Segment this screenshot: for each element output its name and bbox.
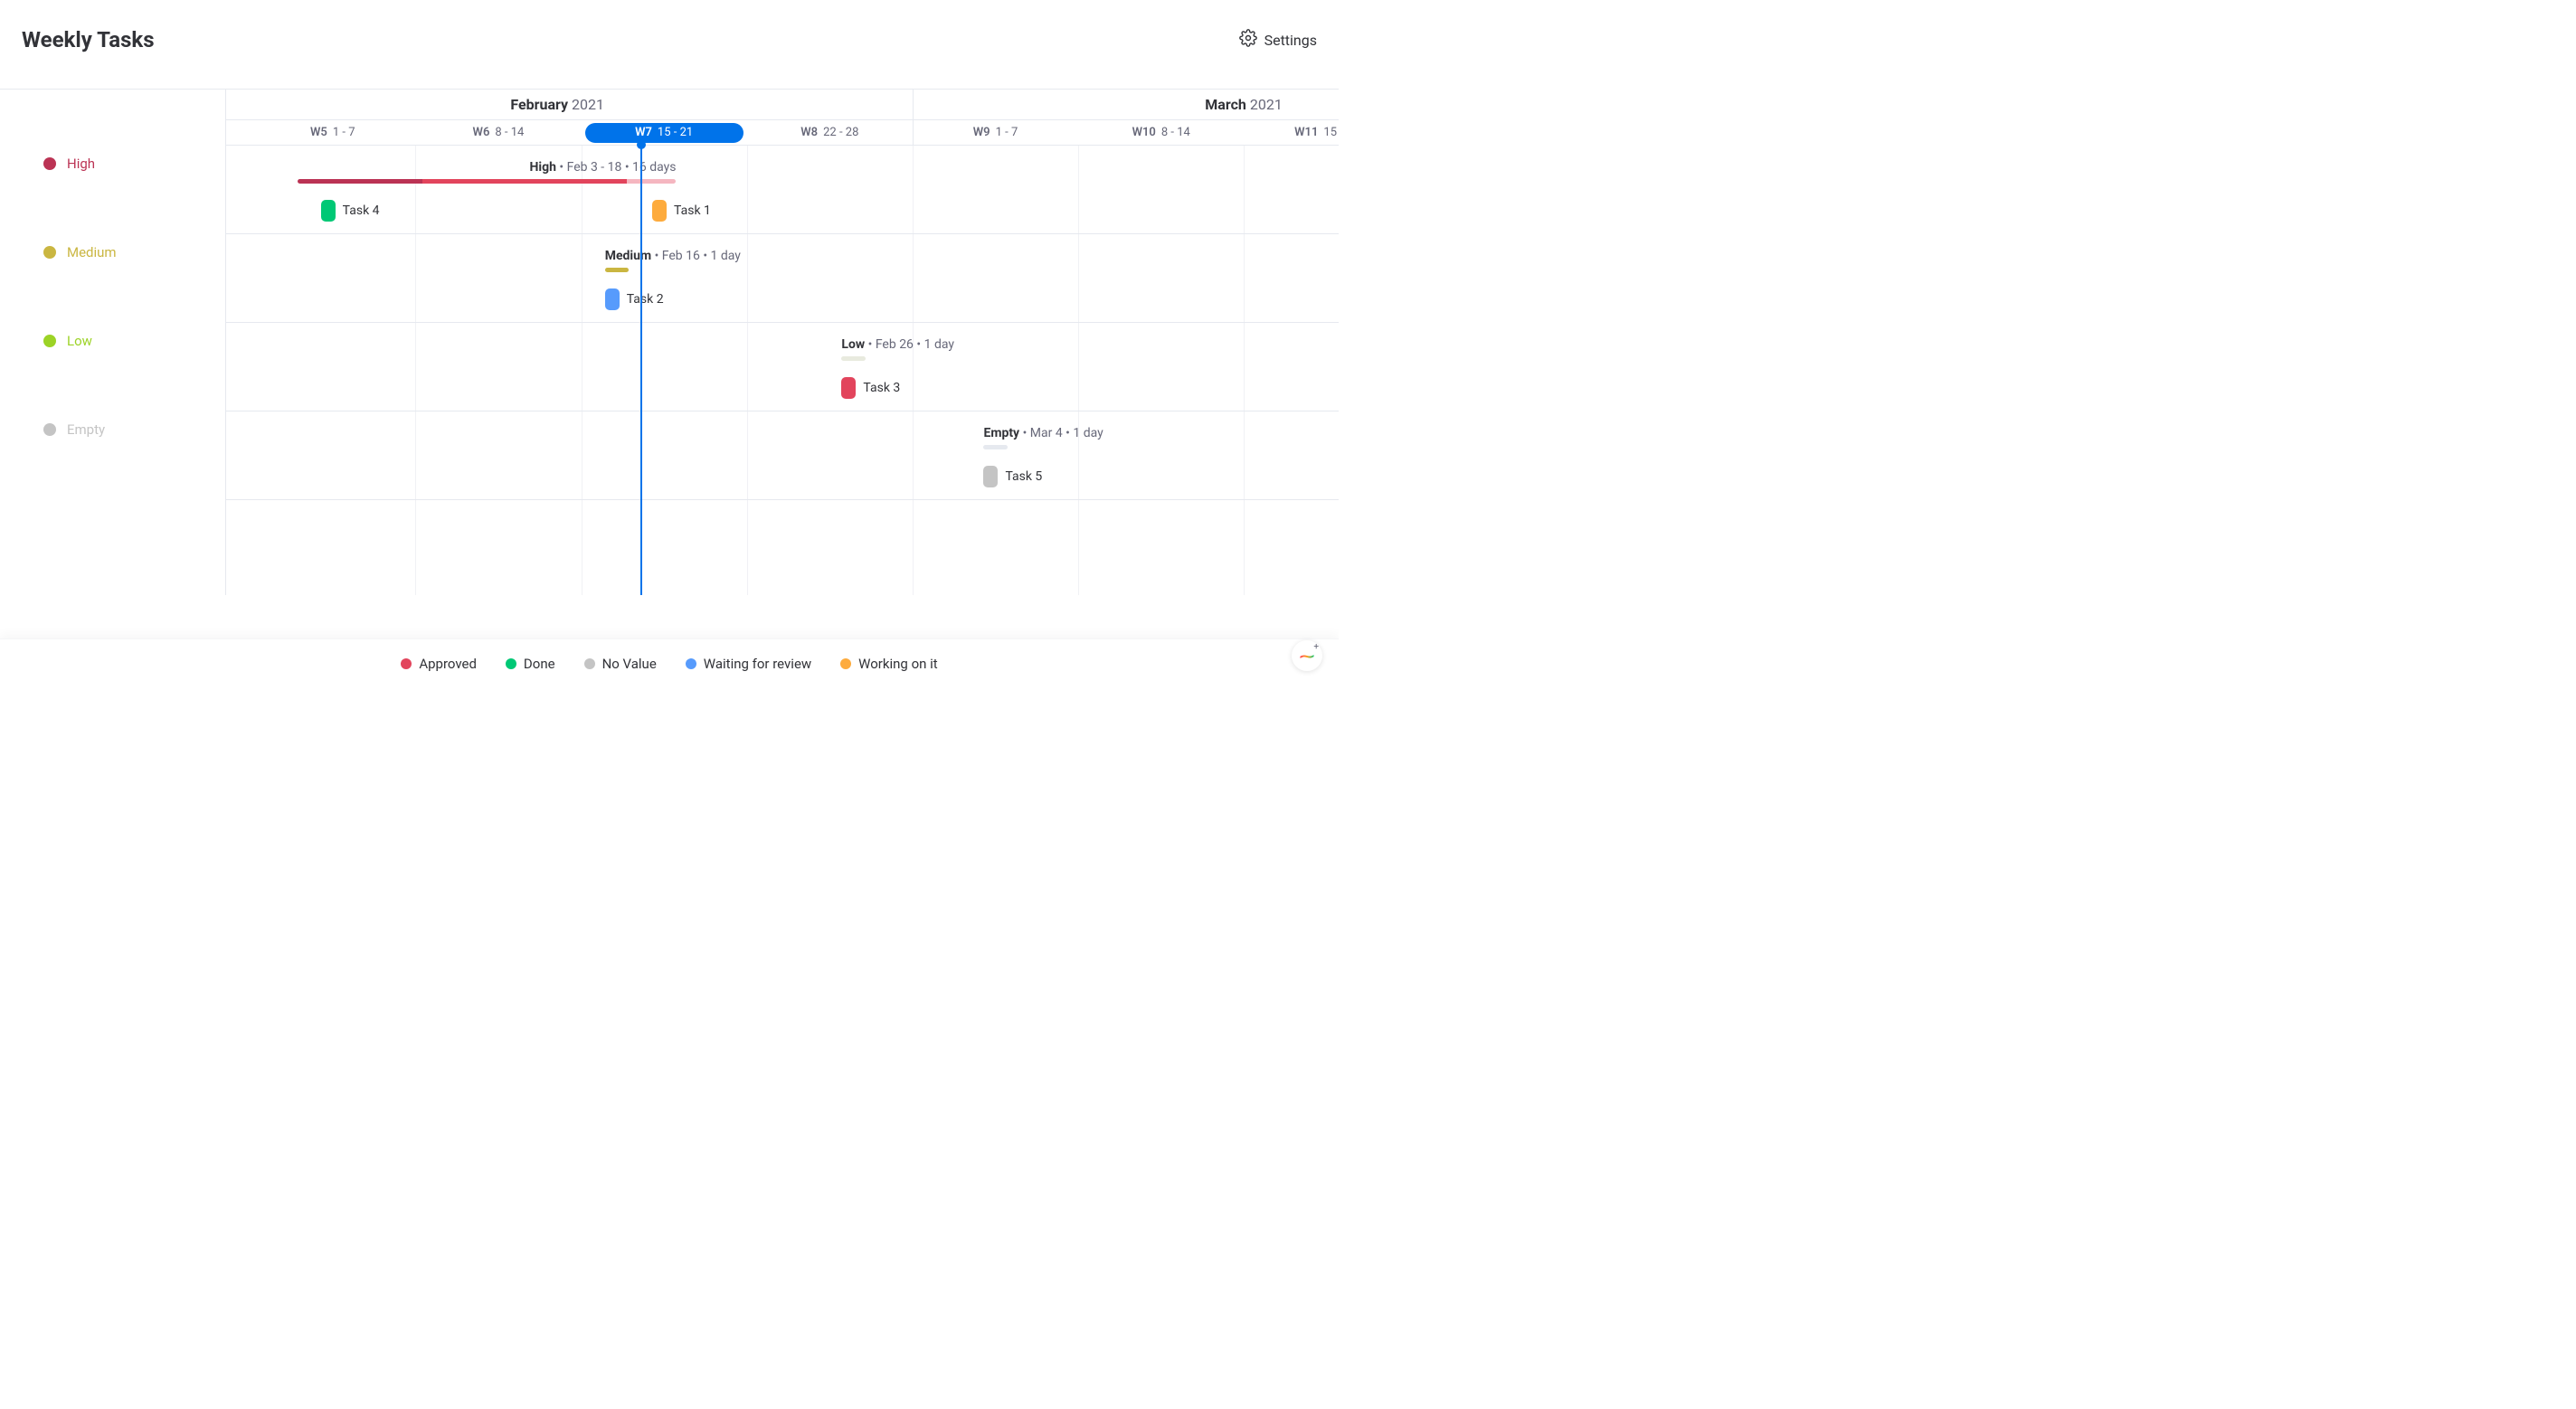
week-header-cell[interactable]: W822 - 28: [751, 123, 909, 143]
legend-dot: [686, 658, 696, 669]
task-task3[interactable]: Task 3: [841, 377, 900, 399]
month-label: March 2021: [1205, 90, 1283, 120]
help-widget[interactable]: ⁓ +: [1292, 640, 1322, 671]
legend-item-working_on_it[interactable]: Working on it: [840, 656, 938, 672]
group-summary-bar-segment: [605, 268, 629, 272]
week-header-cell[interactable]: W51 - 7: [253, 123, 412, 143]
legend-dot: [506, 658, 516, 669]
task-label: Task 3: [863, 381, 900, 395]
gear-icon: [1239, 29, 1257, 51]
group-summary-empty[interactable]: Empty • Mar 4 • 1 day: [983, 430, 1007, 449]
page-title: Weekly Tasks: [22, 27, 155, 52]
group-summary-high[interactable]: High • Feb 3 - 18 • 16 days: [298, 164, 677, 184]
task-status-chip: [605, 288, 620, 310]
timeline-canvas[interactable]: February 2021March 2021 W51 - 7W68 - 14W…: [226, 90, 1339, 595]
group-summary-text: Low • Feb 26 • 1 day: [841, 337, 954, 352]
settings-label: Settings: [1264, 32, 1317, 49]
task-status-chip: [652, 200, 667, 222]
legend-label: Done: [524, 656, 555, 672]
group-summary-bar-segment: [983, 445, 1007, 449]
group-summary-bar-segment: [841, 356, 865, 361]
task-label: Task 1: [674, 203, 711, 218]
week-header-cell[interactable]: W68 - 14: [419, 123, 577, 143]
week-header-cell[interactable]: W108 - 14: [1082, 123, 1240, 143]
group-summary-text: Empty • Mar 4 • 1 day: [983, 426, 1103, 440]
swimlane-label-high[interactable]: High: [0, 146, 95, 182]
legend-dot: [584, 658, 595, 669]
swimlane-label-low[interactable]: Low: [0, 323, 92, 359]
task-task2[interactable]: Task 2: [605, 288, 664, 310]
swimlane-color-dot: [43, 157, 56, 170]
group-summary-bar-segment: [627, 179, 676, 184]
legend-label: No Value: [602, 656, 657, 672]
group-summary-bar: [983, 445, 1007, 449]
legend-label: Working on it: [858, 656, 938, 672]
swimlane-high: HighHigh • Feb 3 - 18 • 16 daysTask 4Tas…: [226, 146, 1339, 234]
swimlane-label-text: Low: [67, 333, 92, 349]
swimlane-label-text: Empty: [67, 421, 105, 438]
month-label: February 2021: [510, 90, 604, 120]
legend-label: Waiting for review: [704, 656, 811, 672]
swimlane-color-dot: [43, 423, 56, 436]
legend-dot: [840, 658, 851, 669]
legend-item-approved[interactable]: Approved: [401, 656, 477, 672]
group-summary-medium[interactable]: Medium • Feb 16 • 1 day: [605, 252, 629, 272]
group-summary-bar: [605, 268, 629, 272]
timeline-month-row: February 2021 March 2021: [226, 90, 1339, 120]
page-header: Weekly Tasks Settings: [0, 0, 1339, 89]
today-marker-dot: [637, 140, 646, 149]
swimlane-low: LowLow • Feb 26 • 1 dayTask 3: [226, 323, 1339, 411]
task-label: Task 2: [627, 292, 664, 307]
group-summary-bar-segment: [422, 179, 627, 184]
timeline-week-row: W51 - 7 W68 - 14 W715 - 21 W822 - 28 W91 - 7…: [226, 120, 1339, 146]
legend-label: Approved: [419, 656, 477, 672]
task-status-chip: [841, 377, 856, 399]
group-summary-text: Medium • Feb 16 • 1 day: [605, 249, 741, 263]
task-task1[interactable]: Task 1: [652, 200, 711, 222]
settings-button[interactable]: Settings: [1239, 29, 1317, 51]
swimlane-label-text: Medium: [67, 244, 117, 260]
logo-icon: ⁓: [1300, 648, 1314, 665]
legend-item-done[interactable]: Done: [506, 656, 555, 672]
task-label: Task 4: [343, 203, 380, 218]
week-header-cell[interactable]: W91 - 7: [916, 123, 1075, 143]
week-header-cell[interactable]: W1115 - 21: [1247, 123, 1339, 143]
task-label: Task 5: [1005, 469, 1042, 484]
task-status-chip: [321, 200, 336, 222]
group-summary-bar: [298, 179, 677, 184]
group-summary-text: High • Feb 3 - 18 • 16 days: [530, 160, 677, 175]
swimlane-color-dot: [43, 335, 56, 347]
group-summary-low[interactable]: Low • Feb 26 • 1 day: [841, 341, 865, 361]
swimlane-label-empty[interactable]: Empty: [0, 411, 105, 448]
timeline: February 2021March 2021 W51 - 7W68 - 14W…: [0, 89, 1339, 595]
timeline-lanes: HighHigh • Feb 3 - 18 • 16 daysTask 4Tas…: [226, 146, 1339, 595]
status-legend: Approved Done No Value Waiting for review Wo…: [0, 638, 1339, 687]
legend-item-waiting_for_review[interactable]: Waiting for review: [686, 656, 811, 672]
swimlane-color-dot: [43, 246, 56, 259]
swimlane-empty: EmptyEmpty • Mar 4 • 1 dayTask 5: [226, 411, 1339, 500]
legend-item-no_value[interactable]: No Value: [584, 656, 657, 672]
swimlane-medium: MediumMedium • Feb 16 • 1 dayTask 2: [226, 234, 1339, 323]
swimlane-label-text: High: [67, 156, 95, 172]
task-status-chip: [983, 466, 998, 487]
legend-dot: [401, 658, 412, 669]
swimlane-label-medium[interactable]: Medium: [0, 234, 117, 270]
group-summary-bar-segment: [298, 179, 422, 184]
group-summary-bar: [841, 356, 865, 361]
page-root: Weekly Tasks Settings February 2021 March…: [0, 0, 1339, 687]
task-task5[interactable]: Task 5: [983, 466, 1042, 487]
today-line: [640, 142, 642, 595]
week-header-cell[interactable]: W715 - 21: [585, 123, 743, 143]
task-task4[interactable]: Task 4: [321, 200, 380, 222]
plus-icon: +: [1313, 642, 1319, 652]
